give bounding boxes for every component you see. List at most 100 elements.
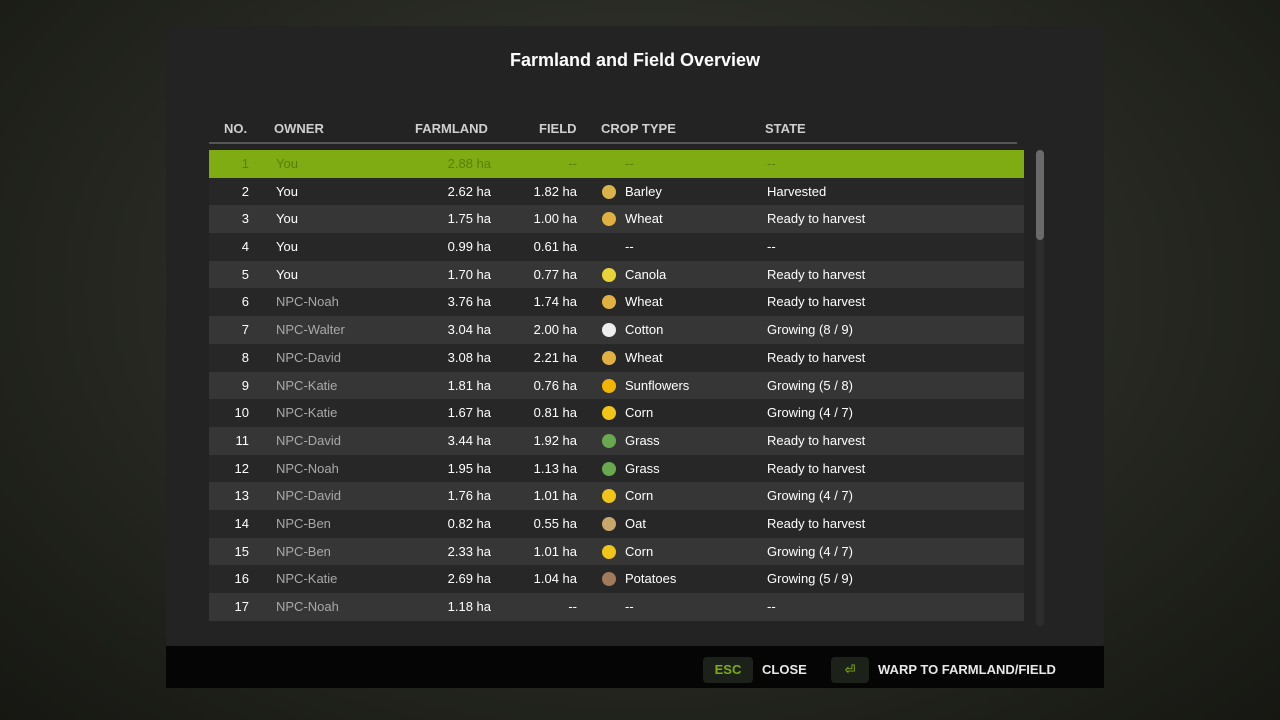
row-owner: NPC-Walter bbox=[276, 322, 345, 338]
close-button[interactable]: CLOSE bbox=[762, 662, 807, 677]
enter-key-icon[interactable]: ⏎ bbox=[831, 657, 869, 683]
sunflower-icon bbox=[602, 378, 616, 393]
table-row[interactable]: 5 You 1.70 ha 0.77 ha Canola Ready to ha… bbox=[209, 260, 1024, 289]
table-row[interactable]: 3 You 1.75 ha 1.00 ha Wheat Ready to har… bbox=[209, 205, 1024, 234]
table-row[interactable]: 13 NPC-David 1.76 ha 1.01 ha Corn Growin… bbox=[209, 482, 1024, 510]
table-row[interactable]: 7 NPC-Walter 3.04 ha 2.00 ha Cotton Grow… bbox=[209, 316, 1024, 344]
row-owner: NPC-Ben bbox=[276, 515, 331, 531]
row-no: 17 bbox=[234, 599, 249, 614]
row-crop: -- bbox=[625, 599, 634, 614]
row-owner: NPC-Katie bbox=[276, 377, 338, 393]
row-state: Harvested bbox=[767, 183, 827, 199]
row-crop: Oat bbox=[625, 515, 646, 531]
row-state: -- bbox=[767, 156, 776, 171]
row-field: 1.01 ha bbox=[533, 543, 577, 559]
canola-icon bbox=[602, 267, 616, 282]
row-field: 2.21 ha bbox=[533, 349, 577, 365]
row-owner: NPC-David bbox=[276, 488, 342, 504]
row-field: 1.01 ha bbox=[533, 488, 577, 504]
row-crop: Wheat bbox=[625, 349, 663, 365]
farmland-list: 1 You 2.88 ha -- -- -- 2 You 2.62 ha 1.82… bbox=[209, 150, 1024, 622]
row-no: 10 bbox=[234, 405, 249, 421]
col-state: STATE bbox=[765, 121, 806, 136]
barley-icon bbox=[602, 184, 616, 199]
row-crop: Barley bbox=[625, 183, 662, 199]
table-row[interactable]: 15 NPC-Ben 2.33 ha 1.01 ha Corn Growing … bbox=[209, 537, 1024, 566]
warp-button[interactable]: WARP TO FARMLAND/FIELD bbox=[878, 662, 1056, 677]
row-crop: Wheat bbox=[625, 211, 663, 227]
row-crop: Wheat bbox=[625, 294, 663, 310]
dialog-title: Farmland and Field Overview bbox=[509, 50, 761, 70]
row-state: -- bbox=[767, 239, 776, 255]
scrollbar[interactable] bbox=[1036, 150, 1044, 626]
row-farmland: 3.44 ha bbox=[447, 432, 491, 448]
potato-icon bbox=[602, 572, 616, 587]
row-owner: You bbox=[276, 156, 298, 171]
table-row[interactable]: 11 NPC-David 3.44 ha 1.92 ha Grass Ready… bbox=[209, 426, 1024, 455]
row-field: 0.77 ha bbox=[533, 266, 577, 282]
row-state: Ready to harvest bbox=[767, 294, 866, 310]
col-owner: OWNER bbox=[274, 121, 324, 136]
row-crop: Potatoes bbox=[625, 571, 677, 587]
row-state: Growing (4 / 7) bbox=[767, 488, 853, 504]
scrollbar-thumb[interactable] bbox=[1036, 150, 1044, 240]
row-field: 0.55 ha bbox=[533, 515, 577, 531]
row-state: Ready to harvest bbox=[767, 211, 866, 227]
row-state: Ready to harvest bbox=[767, 349, 866, 365]
col-no: NO. bbox=[224, 121, 248, 136]
table-row[interactable]: 4 You 0.99 ha 0.61 ha -- -- bbox=[209, 233, 1024, 261]
grass-icon bbox=[602, 433, 616, 448]
row-no: 12 bbox=[234, 460, 249, 476]
row-crop: -- bbox=[625, 239, 634, 255]
row-no: 8 bbox=[241, 349, 249, 365]
row-owner: You bbox=[276, 211, 298, 227]
row-state: -- bbox=[767, 599, 776, 614]
row-state: Ready to harvest bbox=[767, 266, 866, 282]
row-field: 1.00 ha bbox=[533, 211, 577, 227]
corn-icon bbox=[602, 544, 616, 559]
row-state: Ready to harvest bbox=[767, 515, 866, 531]
row-no: 7 bbox=[241, 322, 249, 338]
table-row[interactable]: 6 NPC-Noah 3.76 ha 1.74 ha Wheat Ready t… bbox=[209, 288, 1024, 317]
row-owner: NPC-David bbox=[276, 432, 342, 448]
col-field: FIELD bbox=[539, 121, 577, 136]
table-row[interactable]: 16 NPC-Katie 2.69 ha 1.04 ha Potatoes Gr… bbox=[209, 565, 1024, 593]
row-farmland: 2.33 ha bbox=[447, 543, 491, 559]
table-row[interactable]: 8 NPC-David 3.08 ha 2.21 ha Wheat Ready … bbox=[209, 343, 1024, 372]
table-row[interactable]: 12 NPC-Noah 1.95 ha 1.13 ha Grass Ready … bbox=[209, 454, 1024, 483]
row-field: 0.61 ha bbox=[533, 239, 577, 255]
row-farmland: 3.76 ha bbox=[447, 294, 491, 310]
esc-key-hint[interactable]: ESC bbox=[703, 657, 753, 683]
row-owner: NPC-Noah bbox=[276, 599, 339, 614]
wheat-icon bbox=[602, 212, 616, 227]
table-row[interactable]: 9 NPC-Katie 1.81 ha 0.76 ha Sunflowers G… bbox=[209, 371, 1024, 400]
row-farmland: 2.69 ha bbox=[447, 571, 491, 587]
table-row[interactable]: 10 NPC-Katie 1.67 ha 0.81 ha Corn Growin… bbox=[209, 399, 1024, 427]
row-owner: NPC-Katie bbox=[276, 571, 338, 587]
row-farmland: 2.62 ha bbox=[447, 183, 491, 199]
row-no: 11 bbox=[235, 432, 250, 448]
wheat-icon bbox=[602, 295, 616, 310]
row-field: 0.81 ha bbox=[533, 405, 577, 421]
row-no: 14 bbox=[234, 515, 249, 531]
table-row[interactable]: 17 NPC-Noah 1.18 ha -- -- -- bbox=[209, 593, 1024, 621]
row-owner: NPC-Noah bbox=[276, 294, 339, 310]
table-row[interactable]: 2 You 2.62 ha 1.82 ha Barley Harvested bbox=[209, 177, 1024, 206]
row-owner: You bbox=[276, 239, 298, 255]
row-no: 6 bbox=[241, 294, 249, 310]
row-state: Ready to harvest bbox=[767, 432, 866, 448]
row-state: Growing (5 / 9) bbox=[767, 571, 853, 587]
row-farmland: 2.88 ha bbox=[447, 156, 491, 171]
row-field: 1.74 ha bbox=[533, 294, 577, 310]
row-farmland: 1.76 ha bbox=[447, 488, 491, 504]
row-owner: NPC-Katie bbox=[276, 405, 338, 421]
table-row[interactable]: 14 NPC-Ben 0.82 ha 0.55 ha Oat Ready to … bbox=[209, 509, 1024, 538]
table-row[interactable]: 1 You 2.88 ha -- -- -- bbox=[209, 150, 1024, 178]
row-crop: Canola bbox=[625, 266, 667, 282]
row-crop: Cotton bbox=[625, 322, 664, 338]
row-field: 1.13 ha bbox=[533, 460, 577, 476]
row-field: 1.04 ha bbox=[533, 571, 577, 587]
row-field: 2.00 ha bbox=[533, 322, 577, 338]
row-no: 1 bbox=[241, 156, 249, 171]
row-owner: NPC-Ben bbox=[276, 543, 331, 559]
